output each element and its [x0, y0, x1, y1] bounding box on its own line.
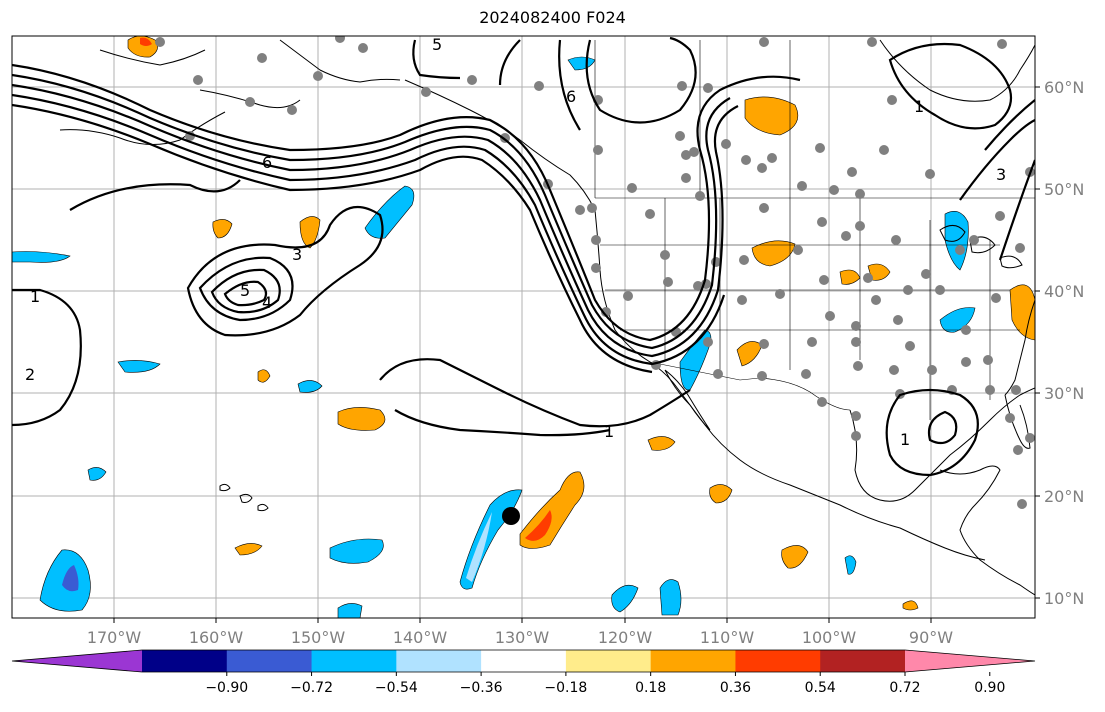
lat-label: 50°N	[1044, 180, 1084, 199]
colorbar-swatch	[226, 650, 313, 672]
contour-label: 4	[262, 293, 272, 312]
lon-ticks	[113, 618, 932, 623]
lon-labels: 170°W 160°W 150°W 140°W 130°W 120°W 110°…	[87, 628, 953, 647]
colorbar-swatch	[481, 650, 567, 672]
lat-ticks	[1035, 86, 1040, 599]
map-title: 2024082400 F024	[479, 8, 626, 27]
lon-label: 170°W	[87, 628, 142, 647]
colorbar-swatch	[735, 650, 821, 672]
lon-label: 130°W	[495, 628, 550, 647]
contour-label: 6	[262, 153, 272, 172]
colorbar-swatch	[820, 650, 906, 672]
colorbar-tick-label: −0.72	[290, 680, 333, 696]
map-area	[12, 36, 1035, 618]
contour-label: 3	[292, 245, 302, 264]
lon-label: 100°W	[802, 628, 857, 647]
colorbar-swatch	[311, 650, 397, 672]
colorbar-tick-label: −0.90	[205, 680, 248, 696]
contour-labels: 1 2 3 4 5 6 1 1 3 5 6 1	[25, 35, 1006, 449]
lon-label: 150°W	[291, 628, 346, 647]
contour-lines	[12, 36, 1035, 477]
lon-label: 140°W	[393, 628, 448, 647]
colorbar-swatch	[396, 650, 482, 672]
colorbar-tick-label: −0.54	[375, 680, 418, 696]
colorbar-swatch	[650, 650, 736, 672]
lat-label: 30°N	[1044, 384, 1084, 403]
colorbar-swatch	[142, 650, 228, 672]
colorbar-tick-label: 0.18	[635, 680, 666, 696]
contour-label: 1	[900, 430, 910, 449]
colorbar-tick-label: 0.36	[720, 680, 751, 696]
lon-label: 160°W	[189, 628, 244, 647]
colorbar-tick-label: 0.90	[974, 680, 1005, 696]
lon-label: 90°W	[909, 628, 953, 647]
contour-label: 1	[30, 287, 40, 306]
contour-label: 3	[996, 165, 1006, 184]
contour-label: 5	[432, 35, 442, 54]
colorbar-tick-label: 0.72	[889, 680, 920, 696]
colorbar-outline	[11, 649, 1036, 673]
colorbar-swatch	[565, 650, 652, 672]
contour-label: 6	[566, 87, 576, 106]
colorbar-tick-label: 0.54	[805, 680, 836, 696]
contour-label: 2	[25, 365, 35, 384]
map-frame	[11, 35, 1036, 619]
colorbar-tick-label: −0.36	[460, 680, 503, 696]
contour-label: 1	[914, 97, 924, 116]
lat-label: 20°N	[1044, 487, 1084, 506]
storm-center-marker	[502, 507, 520, 525]
colorbar-extend-low	[12, 650, 142, 672]
lat-label: 10°N	[1044, 589, 1084, 608]
colorbar-extend-high	[905, 650, 1035, 672]
lat-label: 60°N	[1044, 78, 1084, 97]
lat-labels: 60°N 50°N 40°N 30°N 20°N 10°N	[1044, 78, 1084, 608]
graticule	[12, 36, 1035, 618]
contour-label: 1	[604, 422, 614, 441]
lon-label: 110°W	[700, 628, 755, 647]
colorbar-tick-label: −0.18	[544, 680, 587, 696]
lat-label: 40°N	[1044, 282, 1084, 301]
colorbar: −0.90 −0.72 −0.54 −0.36 −0.18 0.18 0.36 0.54 0.7…	[11, 649, 1036, 696]
lon-label: 120°W	[598, 628, 653, 647]
contour-label: 5	[240, 281, 250, 300]
